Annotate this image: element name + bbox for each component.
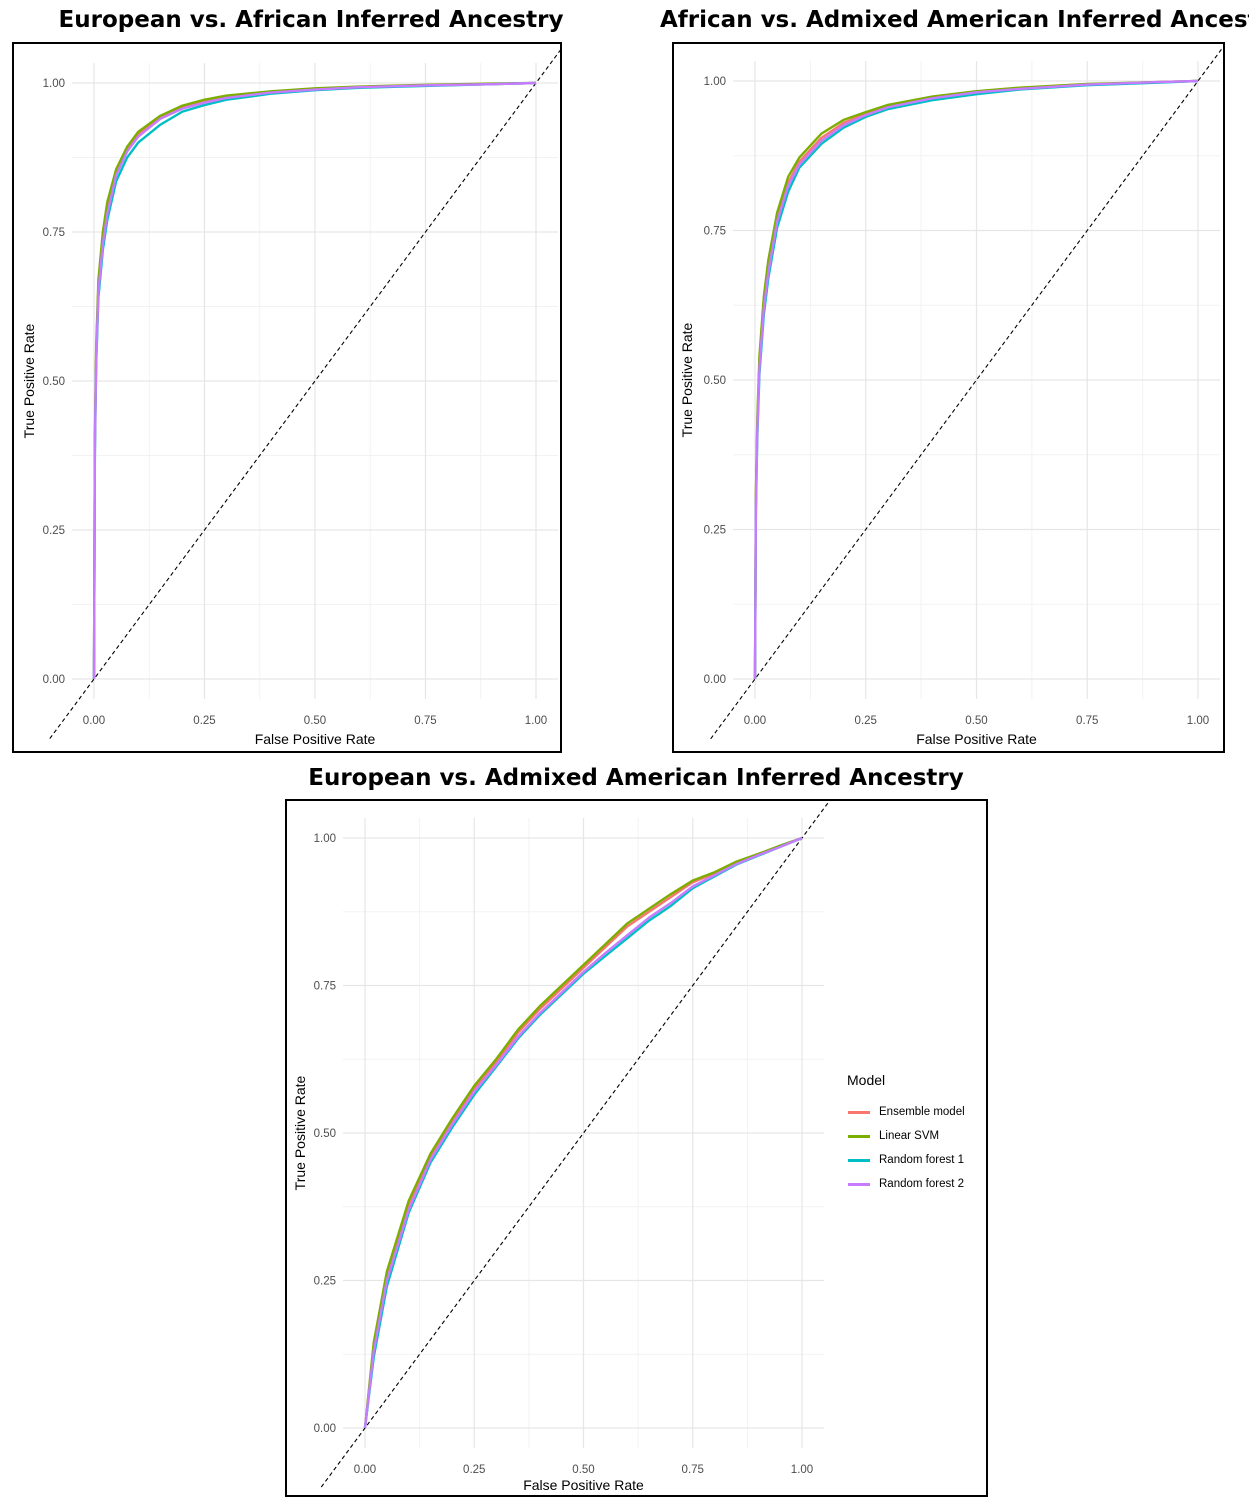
x-axis-title: False Positive Rate <box>916 731 1037 747</box>
y-tick-label: 0.25 <box>704 525 726 537</box>
roc-line-random-forest-2 <box>92 81 537 680</box>
y-axis-title: True Positive Rate <box>679 322 695 437</box>
x-tick-label: 0.50 <box>304 715 326 727</box>
y-tick-label: 0.25 <box>43 525 65 537</box>
y-tick-label: 1.00 <box>704 76 726 88</box>
chart-panel-1: 0.00 0.25 0.50 0.75 1.00 0.00 0.25 0.50 0.75 1.00… <box>12 42 562 753</box>
legend-swatch-random-forest-1 <box>848 1158 870 1162</box>
roc-chart-3: 0.00 0.25 0.50 0.75 1.00 0.00 0.25 0.50 0.75 1.00… <box>292 801 831 1493</box>
legend-swatch-random-forest-2 <box>848 1182 870 1186</box>
chart-panel-3: 0.00 0.25 0.50 0.75 1.00 0.00 0.25 0.50 0.75 1.00… <box>285 799 988 1497</box>
x-tick-label: 0.00 <box>354 1464 376 1476</box>
x-tick-label: 0.50 <box>572 1464 594 1476</box>
roc-line-linear-svm <box>363 836 803 1429</box>
legend: Model Ensemble model Linear SVM Random f… <box>846 1072 996 1196</box>
legend-label-random-forest-1: Random forest 1 <box>879 1154 965 1166</box>
y-tick-label: 1.00 <box>314 833 336 845</box>
y-tick-label: 0.50 <box>43 376 65 388</box>
x-axis-title: False Positive Rate <box>255 731 376 747</box>
y-axis-title: True Positive Rate <box>292 1075 308 1190</box>
legend-label-random-forest-2: Random forest 2 <box>879 1178 965 1190</box>
chart-title-3: European vs. Admixed American Inferred A… <box>308 765 964 791</box>
y-axis-title: True Positive Rate <box>21 323 37 438</box>
legend-swatch-ensemble-model <box>848 1110 870 1114</box>
legend-label-ensemble-model: Ensemble model <box>879 1106 965 1118</box>
grid <box>733 61 1220 699</box>
x-tick-label: 0.00 <box>83 715 105 727</box>
x-tick-label: 1.00 <box>1187 715 1209 727</box>
legend-item-linear-svm: Linear SVM <box>846 1124 996 1148</box>
chart-title-2: African vs. Admixed American Inferred An… <box>660 7 1249 33</box>
x-tick-label: 0.50 <box>965 715 987 727</box>
y-tick-label: 0.00 <box>314 1423 336 1435</box>
chart-panel-2: 0.00 0.25 0.50 0.75 1.00 0.00 0.25 0.50 0.75 1.00… <box>672 42 1225 753</box>
grid <box>343 818 824 1448</box>
y-tick-label: 0.00 <box>43 674 65 686</box>
legend-item-ensemble-model: Ensemble model <box>846 1100 996 1124</box>
legend-title: Model <box>847 1072 886 1088</box>
y-tick-label: 1.00 <box>43 78 65 90</box>
x-tick-label: 0.75 <box>414 715 436 727</box>
x-axis-title: False Positive Rate <box>523 1477 644 1493</box>
y-tick-label: 0.00 <box>704 674 726 686</box>
x-tick-label: 1.00 <box>525 715 547 727</box>
legend-swatch-linear-svm <box>848 1134 870 1138</box>
x-tick-label: 0.25 <box>193 715 215 727</box>
roc-chart-2: 0.00 0.25 0.50 0.75 1.00 0.00 0.25 0.50 0.75 1.00… <box>679 46 1223 747</box>
chance-diagonal-line <box>710 46 1223 740</box>
roc-chart-1: 0.00 0.25 0.50 0.75 1.00 0.00 0.25 0.50 0.75 1.00… <box>21 49 560 747</box>
grid <box>72 63 558 699</box>
x-tick-label: 0.75 <box>682 1464 704 1476</box>
y-tick-label: 0.75 <box>43 227 65 239</box>
roc-line-random-forest-2 <box>363 836 803 1429</box>
legend-label-linear-svm: Linear SVM <box>879 1130 940 1142</box>
x-tick-label: 0.25 <box>463 1464 485 1476</box>
x-tick-label: 0.00 <box>744 715 766 727</box>
x-tick-label: 0.75 <box>1076 715 1098 727</box>
x-tick-label: 0.25 <box>855 715 877 727</box>
y-tick-label: 0.75 <box>314 981 336 993</box>
legend-item-random-forest-2: Random forest 2 <box>846 1172 996 1196</box>
roc-line-random-forest-2 <box>753 79 1199 680</box>
y-tick-label: 0.75 <box>704 226 726 238</box>
y-tick-label: 0.25 <box>314 1276 336 1288</box>
chance-diagonal-line <box>49 49 560 739</box>
legend-item-random-forest-1: Random forest 1 <box>846 1148 996 1172</box>
y-tick-label: 0.50 <box>314 1128 336 1140</box>
chart-title-1: European vs. African Inferred Ancestry <box>58 7 564 33</box>
x-tick-label: 1.00 <box>791 1464 813 1476</box>
y-tick-label: 0.50 <box>704 375 726 387</box>
